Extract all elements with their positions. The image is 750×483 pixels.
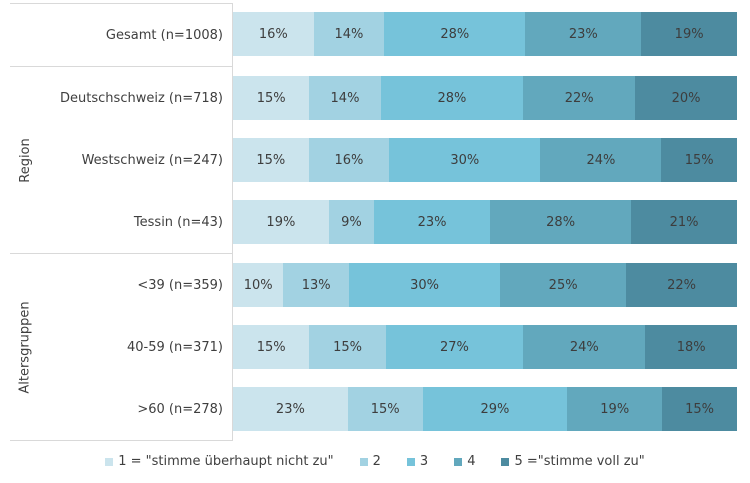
bar-segment-5: 22% xyxy=(626,263,737,307)
group-label-text: Altersgruppen xyxy=(17,300,33,394)
row-label: 40-59 (n=371) xyxy=(127,339,223,355)
label-column: Region Deutschschweiz (n=718) Westschweiz … xyxy=(10,67,233,254)
bar-segment-5: 15% xyxy=(662,387,737,431)
legend-swatch-icon xyxy=(501,457,510,466)
row-label: Gesamt (n=1008) xyxy=(105,27,223,43)
row-label: Westschweiz (n=247) xyxy=(81,152,223,168)
legend-label: 5 ="stimme voll zu" xyxy=(514,454,645,469)
legend-swatch-icon xyxy=(359,457,368,466)
row-group-altersgruppen: Altersgruppen <39 (n=359) 40-59 (n=371) >60… xyxy=(0,254,750,441)
stacked-bar: 15% 16% 30% 24% 15% xyxy=(233,138,737,182)
label-column: Altersgruppen <39 (n=359) 40-59 (n=371) >60… xyxy=(10,254,233,441)
bars-column: 10% 13% 30% 25% 22% 15% 15% 27% 24% 18% 23% 15% 29% 1… xyxy=(233,254,750,441)
stacked-bar-chart: Gesamt (n=1008) 16% 14% 28% 23% 19% Region Deut… xyxy=(0,3,750,441)
bar-segment-2: 14% xyxy=(313,12,385,56)
bar-segment-3: 23% xyxy=(374,200,491,244)
legend-item-5: 5 ="stimme voll zu" xyxy=(501,454,645,469)
legend-swatch-icon xyxy=(406,457,415,466)
bar-segment-3: 29% xyxy=(422,387,568,431)
bar-segment-1: 15% xyxy=(233,325,310,369)
bars-column: 15% 14% 28% 22% 20% 15% 16% 30% 24% 15% 19% 9% 23% 28… xyxy=(233,67,750,254)
bar-row: 15% 15% 27% 24% 18% xyxy=(233,316,737,378)
label-column: Gesamt (n=1008) xyxy=(10,3,233,67)
bar-segment-2: 16% xyxy=(308,138,390,182)
legend-item-4: 4 xyxy=(454,454,475,469)
bar-segment-3: 30% xyxy=(348,263,501,307)
row-label: <39 (n=359) xyxy=(137,277,223,293)
bar-segment-3: 30% xyxy=(389,138,541,182)
bar-row: 15% 16% 30% 24% 15% xyxy=(233,129,737,191)
bar-segment-4: 19% xyxy=(567,387,663,431)
bar-row: 15% 14% 28% 22% 20% xyxy=(233,67,737,129)
stacked-bar: 15% 14% 28% 22% 20% xyxy=(233,76,737,120)
bar-segment-4: 23% xyxy=(525,12,642,56)
legend-label: 2 xyxy=(372,454,381,469)
bar-segment-2: 9% xyxy=(328,200,375,244)
bar-segment-1: 15% xyxy=(233,76,310,120)
legend-label: 4 xyxy=(467,454,476,469)
bar-segment-5: 20% xyxy=(635,76,737,120)
bar-segment-1: 15% xyxy=(233,138,309,182)
legend-swatch-icon xyxy=(105,457,114,466)
legend-item-1: 1 = "stimme überhaupt nicht zu" xyxy=(105,454,334,469)
bar-segment-1: 16% xyxy=(233,12,314,56)
bar-row: 10% 13% 30% 25% 22% xyxy=(233,254,737,316)
chart-legend: 1 = "stimme überhaupt nicht zu" 2 3 4 5 ="st… xyxy=(0,454,750,469)
legend-swatch-icon xyxy=(454,457,463,466)
bar-segment-3: 28% xyxy=(384,12,526,56)
bar-segment-2: 14% xyxy=(309,76,381,120)
stacked-bar: 16% 14% 28% 23% 19% xyxy=(233,12,738,56)
bar-segment-4: 28% xyxy=(490,200,632,244)
bar-segment-5: 15% xyxy=(661,138,737,182)
bar-segment-4: 24% xyxy=(540,138,662,182)
bar-segment-2: 13% xyxy=(283,263,349,307)
stacked-bar: 23% 15% 29% 19% 15% xyxy=(233,387,737,431)
stacked-bar: 15% 15% 27% 24% 18% xyxy=(233,325,737,369)
bar-segment-3: 27% xyxy=(385,325,524,369)
row-group-region: Region Deutschschweiz (n=718) Westschweiz … xyxy=(0,67,750,254)
bar-segment-3: 28% xyxy=(380,76,524,120)
bar-row: 23% 15% 29% 19% 15% xyxy=(233,378,737,440)
bar-segment-5: 18% xyxy=(645,325,737,369)
row-label: Tessin (n=43) xyxy=(133,214,223,230)
bar-segment-5: 21% xyxy=(631,200,738,244)
group-label-text: Region xyxy=(17,137,33,183)
row-label: >60 (n=278) xyxy=(137,401,223,417)
bar-segment-4: 25% xyxy=(500,263,627,307)
row-group-gesamt: Gesamt (n=1008) 16% 14% 28% 23% 19% xyxy=(0,3,750,67)
bar-segment-4: 24% xyxy=(523,325,646,369)
row-label: Deutschschweiz (n=718) xyxy=(60,90,223,106)
bar-segment-1: 10% xyxy=(233,263,284,307)
bar-segment-4: 22% xyxy=(523,76,636,120)
bar-segment-2: 15% xyxy=(347,387,423,431)
bar-segment-2: 15% xyxy=(309,325,386,369)
bar-row: 16% 14% 28% 23% 19% xyxy=(233,3,738,65)
bar-segment-1: 19% xyxy=(233,200,329,244)
stacked-bar: 10% 13% 30% 25% 22% xyxy=(233,263,737,307)
bar-segment-1: 23% xyxy=(233,387,348,431)
group-label: Region xyxy=(10,67,40,253)
legend-label: 3 xyxy=(419,454,429,469)
bar-segment-5: 19% xyxy=(641,12,738,56)
bar-row: 19% 9% 23% 28% 21% xyxy=(233,191,738,253)
legend-label: 1 = "stimme überhaupt nicht zu" xyxy=(118,454,334,469)
stacked-bar: 19% 9% 23% 28% 21% xyxy=(233,200,738,244)
legend-item-2: 2 xyxy=(359,454,381,469)
legend-item-3: 3 xyxy=(406,454,429,469)
group-label: Altersgruppen xyxy=(10,254,40,440)
bars-column: 16% 14% 28% 23% 19% xyxy=(233,3,750,67)
